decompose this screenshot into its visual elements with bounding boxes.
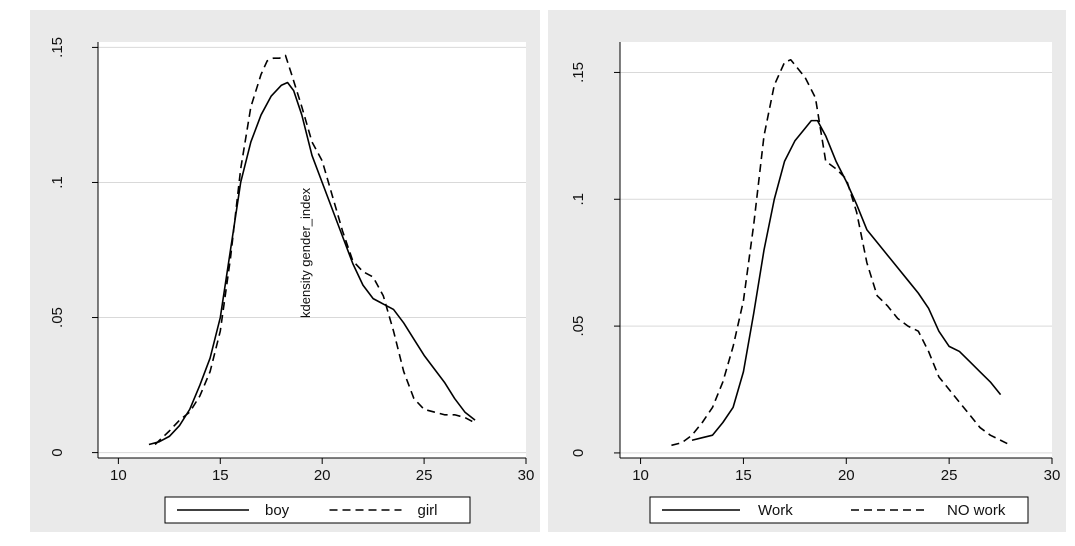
y-tick-label: .1 <box>49 176 66 189</box>
right-chart-panel: 10 15 20 25 30 0 .05 .1 .15 Work NO work <box>570 42 1061 524</box>
y-tick-label: .15 <box>49 37 66 58</box>
y-tick-label: .15 <box>570 62 587 83</box>
plot-area <box>98 42 526 458</box>
x-tick-label: 25 <box>941 467 958 484</box>
series-line-girl <box>154 54 476 446</box>
x-tick-label: 30 <box>518 467 535 484</box>
legend-label: NO work <box>947 502 1006 519</box>
y-tick-label: .05 <box>570 316 587 337</box>
x-tick-label: 20 <box>314 467 331 484</box>
y-tick-label: .05 <box>49 307 66 328</box>
x-tick-label: 25 <box>416 467 433 484</box>
x-tick-label: 10 <box>110 467 127 484</box>
y-tick-label: .1 <box>570 193 587 206</box>
x-tick-label: 10 <box>632 467 649 484</box>
series-line-boy <box>148 81 476 446</box>
left-chart-panel: 10 15 20 25 30 0 .05 .1 .15 kdensity gender_index… <box>49 37 535 524</box>
legend-label: Work <box>758 502 793 519</box>
x-tick-label: 15 <box>212 467 229 484</box>
x-tick-label: 15 <box>735 467 752 484</box>
plot-area <box>620 42 1052 458</box>
legend-label: boy <box>265 502 290 519</box>
x-tick-label: 30 <box>1044 467 1061 484</box>
y-tick-label: 0 <box>570 449 587 457</box>
x-tick-label: 20 <box>838 467 855 484</box>
series-line-no-work <box>671 58 1012 447</box>
y-tick-label: 0 <box>49 448 66 456</box>
legend-label: girl <box>418 502 438 519</box>
series-line-work <box>691 119 1002 442</box>
annotation-label: kdensity gender_index <box>298 187 313 318</box>
